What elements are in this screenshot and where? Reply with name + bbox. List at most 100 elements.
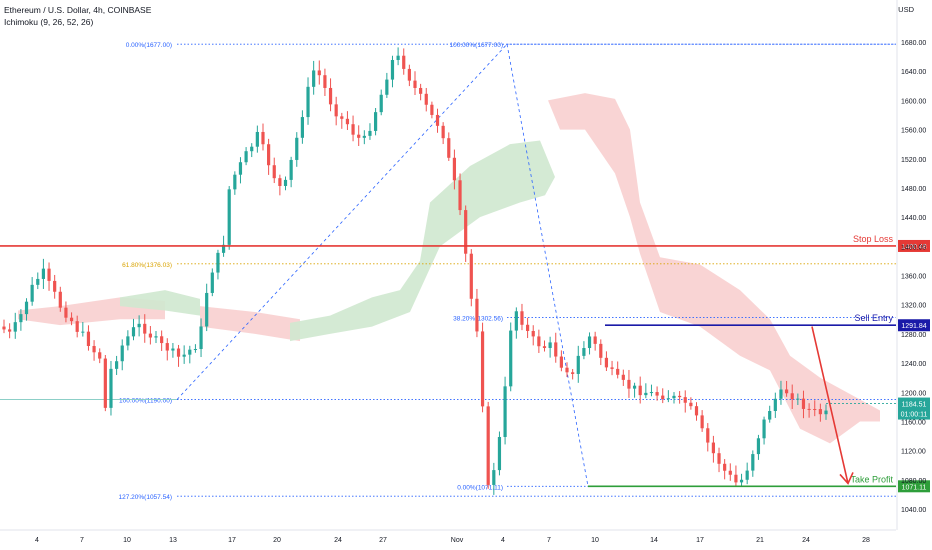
trade-levels: Stop Loss 1400.48 Sell Entry 1291.84 Take Pr… xyxy=(0,234,930,493)
candle xyxy=(576,345,580,383)
candle-body xyxy=(497,436,502,471)
fib-level-label: 127.20%(1057.54) xyxy=(119,494,173,501)
candle-body xyxy=(565,367,569,373)
candle xyxy=(734,465,738,487)
candle xyxy=(216,249,220,280)
price-tick-label: 1400.00 xyxy=(901,244,926,251)
time-tick-label: 10 xyxy=(123,537,131,544)
time-tick-label: Nov xyxy=(451,537,464,544)
candle-body xyxy=(593,336,597,344)
candle-body xyxy=(542,346,547,348)
candle xyxy=(548,336,552,358)
time-tick-label: 24 xyxy=(802,537,810,544)
candle xyxy=(86,325,91,351)
candle xyxy=(655,386,659,401)
time-tick-label: 17 xyxy=(696,537,704,544)
candle-body xyxy=(362,135,366,138)
candle xyxy=(205,283,209,332)
candle xyxy=(413,71,417,96)
candle xyxy=(272,157,276,184)
cloud-band xyxy=(120,290,200,316)
symbol-title: Ethereum / U.S. Dollar, 4h, COINBASE xyxy=(4,5,152,15)
candle xyxy=(244,147,248,166)
candle-body xyxy=(694,406,699,416)
candle-body xyxy=(734,474,738,483)
candle xyxy=(131,318,136,341)
candle xyxy=(103,354,107,412)
candle xyxy=(486,401,490,489)
candle xyxy=(120,339,124,371)
candle-body xyxy=(120,345,124,362)
candle-body xyxy=(357,134,361,138)
candle-body xyxy=(514,311,518,331)
level-price-tag: 1291.84 xyxy=(898,319,930,332)
candle-body xyxy=(81,331,85,333)
candle xyxy=(756,434,761,460)
candle-body xyxy=(103,358,107,408)
candle xyxy=(430,101,434,119)
candle xyxy=(160,330,164,351)
candle xyxy=(531,325,535,346)
candle-body xyxy=(47,268,51,281)
candle xyxy=(64,301,68,323)
candle-body xyxy=(582,348,586,356)
candle xyxy=(464,205,468,262)
ichimoku-cloud xyxy=(18,93,880,444)
candle xyxy=(53,274,57,299)
candle-body xyxy=(548,342,552,348)
candle xyxy=(559,350,563,372)
time-tick-label: 4 xyxy=(35,537,39,544)
candle xyxy=(762,416,766,445)
candle xyxy=(109,360,113,416)
candle xyxy=(126,330,130,351)
candle xyxy=(171,342,175,358)
candle xyxy=(768,405,772,423)
price-tick-label: 1160.00 xyxy=(901,419,926,426)
candle-body xyxy=(655,392,659,396)
candle-body xyxy=(148,333,152,338)
candle xyxy=(678,391,682,404)
candle-body xyxy=(801,398,806,409)
candle xyxy=(115,355,119,375)
candle-body xyxy=(19,314,23,323)
candle xyxy=(666,390,670,403)
candle-body xyxy=(396,55,400,60)
candle xyxy=(373,107,378,136)
candle-body xyxy=(779,389,783,399)
candle xyxy=(267,138,271,175)
candle-body xyxy=(644,392,648,396)
candle-body xyxy=(221,244,226,253)
candle xyxy=(604,351,609,371)
candle xyxy=(565,362,569,378)
candle-body xyxy=(278,178,282,186)
candle-body xyxy=(30,284,34,302)
candle xyxy=(250,143,254,158)
candle-body xyxy=(244,151,248,163)
candle-body xyxy=(407,68,411,81)
fib-level-label: 61.80%(1376.03) xyxy=(122,262,172,269)
candle-body xyxy=(227,189,231,245)
candle-body xyxy=(464,210,468,254)
candle-body xyxy=(616,368,620,375)
candle-body xyxy=(92,345,96,353)
candle xyxy=(379,89,383,116)
candle-body xyxy=(328,87,333,105)
candle xyxy=(36,272,40,290)
candle xyxy=(75,315,79,338)
candle xyxy=(182,345,186,364)
current-price-value: 1184.51 xyxy=(902,402,927,409)
candle-body xyxy=(238,162,243,175)
candle-body xyxy=(430,104,434,115)
candle-body xyxy=(373,112,378,131)
candle xyxy=(621,369,625,386)
candle xyxy=(818,403,822,422)
candle xyxy=(672,392,676,404)
candle-body xyxy=(351,124,355,135)
candle xyxy=(824,404,828,420)
candle xyxy=(542,340,547,352)
candle xyxy=(475,288,479,338)
candle-body xyxy=(768,411,772,420)
price-tick-label: 1440.00 xyxy=(901,215,926,222)
fib-diagonal-down xyxy=(506,44,589,487)
